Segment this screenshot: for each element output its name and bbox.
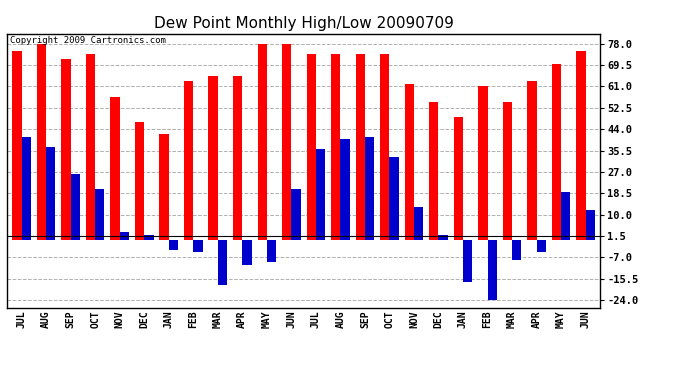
Bar bbox=[242, 240, 252, 265]
Bar bbox=[135, 122, 144, 240]
Bar bbox=[110, 96, 119, 240]
Bar bbox=[193, 240, 203, 252]
Bar bbox=[340, 139, 350, 240]
Bar bbox=[414, 207, 423, 240]
Bar bbox=[70, 174, 80, 240]
Bar bbox=[453, 117, 463, 240]
Bar bbox=[503, 102, 512, 240]
Bar bbox=[404, 84, 414, 240]
Bar bbox=[159, 134, 169, 240]
Bar bbox=[389, 157, 399, 240]
Bar bbox=[586, 210, 595, 240]
Bar bbox=[144, 235, 154, 240]
Bar bbox=[478, 87, 488, 240]
Bar bbox=[463, 240, 472, 282]
Bar bbox=[438, 235, 448, 240]
Bar bbox=[119, 232, 129, 240]
Bar bbox=[552, 64, 561, 240]
Bar bbox=[561, 192, 571, 240]
Bar bbox=[61, 59, 70, 240]
Bar bbox=[380, 54, 389, 240]
Bar bbox=[331, 54, 340, 240]
Bar bbox=[488, 240, 497, 300]
Bar bbox=[512, 240, 522, 260]
Bar bbox=[537, 240, 546, 252]
Bar bbox=[169, 240, 178, 250]
Bar bbox=[267, 240, 276, 262]
Bar bbox=[429, 102, 438, 240]
Title: Dew Point Monthly High/Low 20090709: Dew Point Monthly High/Low 20090709 bbox=[154, 16, 453, 31]
Bar bbox=[218, 240, 227, 285]
Bar bbox=[95, 189, 104, 240]
Bar bbox=[233, 76, 242, 240]
Bar bbox=[46, 147, 55, 240]
Bar bbox=[21, 137, 31, 240]
Bar bbox=[576, 51, 586, 240]
Bar bbox=[306, 54, 316, 240]
Bar bbox=[37, 44, 46, 240]
Bar bbox=[12, 51, 21, 240]
Bar bbox=[316, 149, 325, 240]
Bar bbox=[184, 81, 193, 240]
Bar bbox=[282, 44, 291, 240]
Bar bbox=[527, 81, 537, 240]
Bar bbox=[291, 189, 301, 240]
Bar bbox=[365, 137, 374, 240]
Text: Copyright 2009 Cartronics.com: Copyright 2009 Cartronics.com bbox=[10, 36, 166, 45]
Bar bbox=[208, 76, 218, 240]
Bar bbox=[257, 44, 267, 240]
Bar bbox=[86, 54, 95, 240]
Bar bbox=[355, 54, 365, 240]
